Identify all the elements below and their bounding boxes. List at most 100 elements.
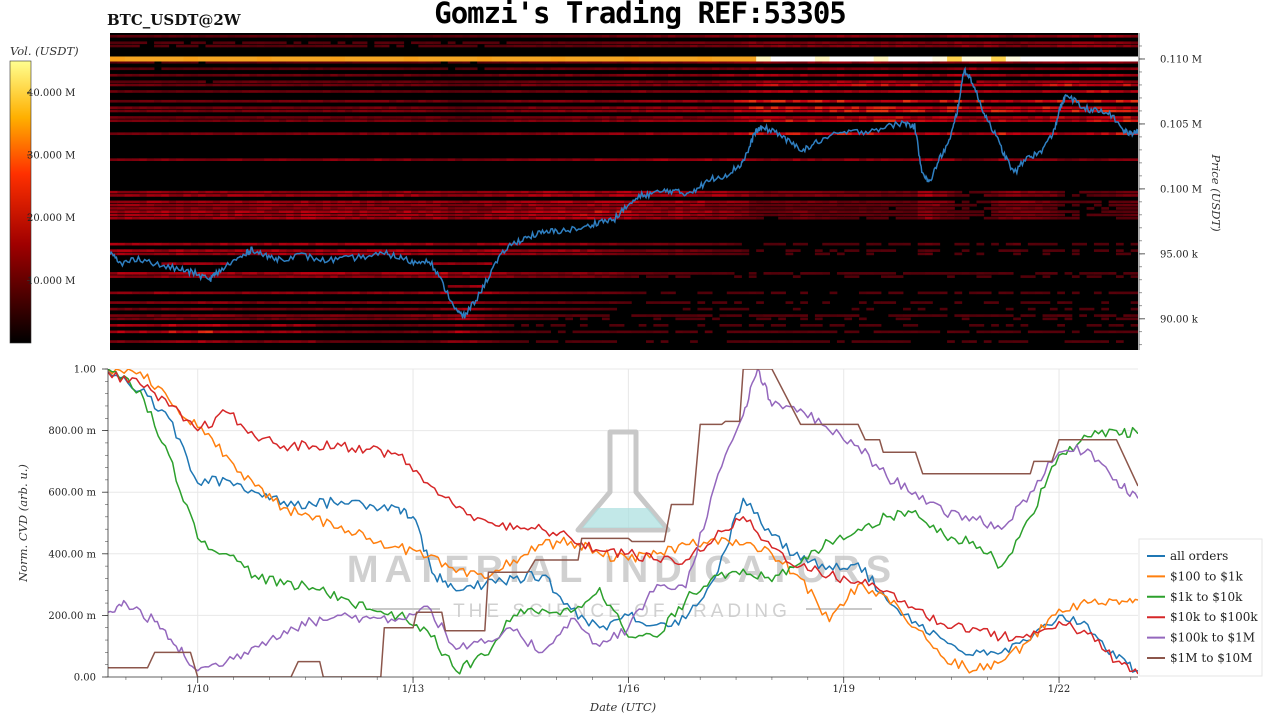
heatmap-cell [1071,203,1080,207]
heatmap-cell [550,213,559,217]
heatmap-cell [315,60,324,64]
heatmap-cell [491,158,500,162]
heatmap-cell [1005,132,1014,136]
heatmap-cell [315,330,324,334]
heatmap-cell [227,41,236,45]
heatmap-cell [822,90,830,93]
heatmap-cell [513,249,522,252]
heatmap-cell [1093,60,1102,64]
heatmap-cell [381,216,390,220]
heatmap-cell [814,67,823,71]
heatmap-cell [748,330,757,334]
heatmap-cell [403,34,412,38]
heatmap-cell [624,200,632,204]
heatmap-cell [205,190,214,194]
heatmap-cell [579,330,588,334]
heatmap-cell [1130,210,1138,213]
heatmap-cell [572,106,581,110]
heatmap-cell [734,99,742,103]
heatmap-cell [785,80,794,84]
heatmap-cell [249,317,258,321]
heatmap-cell [1123,119,1132,123]
heatmap-cell [139,314,148,317]
heatmap-cell [411,80,419,84]
heatmap-cell [1049,242,1058,246]
heatmap-cell [278,324,287,327]
heatmap-cell [851,109,860,113]
heatmap-cell [418,301,427,304]
heatmap-cell [110,324,118,327]
heatmap-cell [1130,73,1138,77]
heatmap-cell [939,34,948,38]
heatmap-cell [976,314,985,317]
heatmap-cell [785,132,794,136]
heatmap-cell [124,291,133,295]
heatmap-cell [161,314,170,317]
heatmap-cell [961,340,970,343]
heatmap-cell [176,106,184,110]
heatmap-cell [572,314,581,317]
heatmap-cell [198,67,206,71]
heatmap-cell [513,200,522,204]
heatmap-cell [1035,119,1043,123]
heatmap-cell [697,60,706,64]
heatmap-cell [1115,132,1124,136]
heatmap-cell [660,200,669,204]
heatmap-cell [1042,44,1051,48]
heatmap-cell [381,34,390,38]
heatmap-cell [506,317,515,321]
heatmap-cell [800,60,808,64]
heatmap-cell [829,158,838,162]
heatmap-cell [389,307,397,311]
heatmap-cell [579,317,588,321]
heatmap-cell [976,106,985,110]
heatmap-cell [785,194,794,197]
heatmap-cell [190,330,199,334]
heatmap-cell [741,119,750,123]
heatmap-cell [969,340,977,343]
heatmap-cell [168,73,177,77]
heatmap-cell [800,213,808,217]
heatmap-cell [506,216,515,220]
heatmap-cell [1101,99,1110,103]
heatmap-cell [1130,301,1138,304]
heatmap-cell [1027,216,1036,220]
heatmap-cell [888,67,897,71]
heatmap-cell [947,90,955,93]
heatmap-cell [1108,116,1117,119]
heatmap-cell [660,80,669,84]
heatmap-cell [293,203,302,207]
heatmap-cell [447,213,456,217]
heatmap-cell [778,200,786,204]
heatmap-cell [1093,119,1102,123]
heatmap-cell [851,272,860,275]
heatmap-cell [653,203,662,207]
heatmap-cell [455,83,463,87]
heatmap-cell [513,213,522,217]
heatmap-cell [756,34,764,38]
heatmap-cell [903,213,911,217]
heatmap-cell [888,73,897,77]
heatmap-cell [1042,249,1051,252]
heatmap-cell [1071,291,1080,295]
heatmap-cell [352,272,361,275]
heatmap-cell [198,190,206,194]
heatmap-cell [888,34,897,38]
heatmap-cell [513,291,522,295]
heatmap-cell [579,213,588,217]
heatmap-cell [381,116,390,119]
heatmap-cell [278,213,287,217]
heatmap-cell [168,314,177,317]
heatmap-cell [256,242,265,246]
heatmap-cell [396,340,405,343]
heatmap-cell [1005,307,1014,311]
heatmap-cell [631,106,640,110]
heatmap-cell [418,272,427,275]
heatmap-cell [374,99,383,103]
heatmap-cell [396,242,405,246]
heatmap-cell [506,272,515,275]
heatmap-cell [447,275,456,278]
heatmap-cell [337,158,346,162]
heatmap-cell [212,34,221,38]
heatmap-cell [609,109,618,113]
